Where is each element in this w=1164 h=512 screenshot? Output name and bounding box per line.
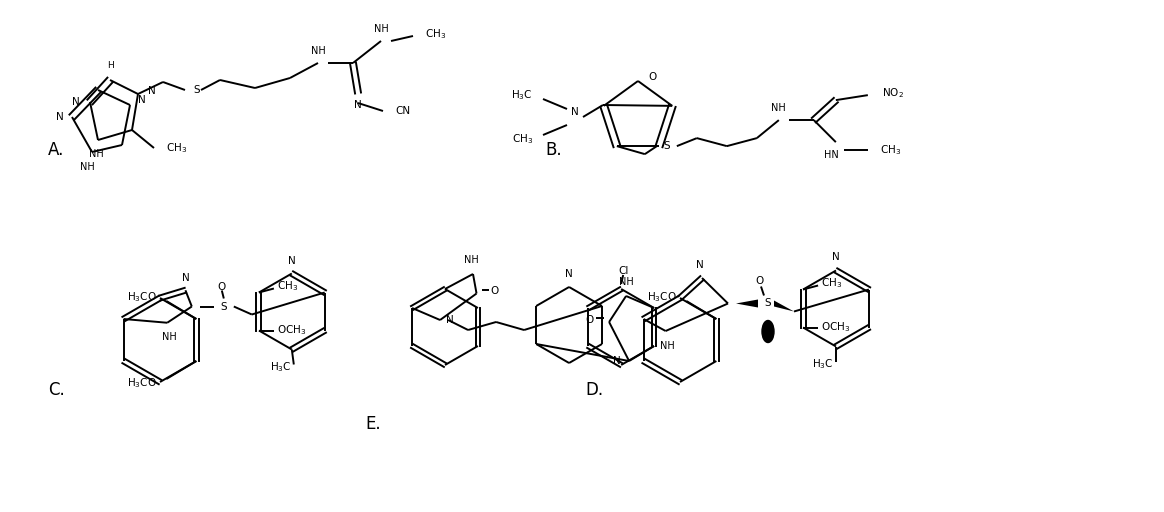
Text: NO$_2$: NO$_2$	[882, 86, 903, 100]
Text: N: N	[139, 95, 146, 105]
Text: NH: NH	[311, 46, 326, 56]
Text: N: N	[288, 255, 296, 266]
Text: O: O	[755, 276, 764, 287]
Text: CH$_3$: CH$_3$	[880, 143, 901, 157]
Text: NH: NH	[772, 103, 786, 113]
Text: OCH$_3$: OCH$_3$	[821, 321, 851, 334]
Text: N: N	[566, 269, 573, 279]
Text: S: S	[765, 298, 772, 309]
Text: E.: E.	[365, 415, 381, 433]
Ellipse shape	[762, 321, 774, 343]
Text: H$_3$C: H$_3$C	[270, 360, 292, 374]
Text: N: N	[832, 252, 840, 263]
Text: Cl: Cl	[618, 266, 629, 276]
Text: NH: NH	[162, 332, 177, 342]
Text: N: N	[613, 356, 622, 366]
Polygon shape	[736, 300, 758, 308]
Text: CH$_3$: CH$_3$	[277, 280, 298, 293]
Text: H: H	[107, 61, 113, 71]
Text: NH: NH	[79, 162, 94, 172]
Text: NH: NH	[463, 255, 478, 265]
Text: NH: NH	[88, 149, 104, 159]
Text: NH: NH	[374, 24, 389, 34]
Text: NH: NH	[660, 341, 675, 351]
Text: H$_3$C: H$_3$C	[812, 357, 833, 371]
Text: O: O	[218, 282, 226, 291]
Text: S: S	[193, 85, 199, 95]
Text: N: N	[572, 107, 579, 117]
Text: H$_3$CO: H$_3$CO	[127, 290, 156, 304]
Text: CH$_3$: CH$_3$	[425, 27, 446, 41]
Text: H$_3$CO: H$_3$CO	[127, 376, 156, 390]
Text: N: N	[56, 112, 64, 122]
Text: C.: C.	[48, 381, 65, 399]
Text: O: O	[490, 287, 499, 296]
Text: N: N	[446, 315, 454, 325]
Text: A.: A.	[48, 141, 64, 159]
Text: B.: B.	[545, 141, 561, 159]
Text: N: N	[182, 273, 190, 283]
Text: H$_3$CO: H$_3$CO	[647, 290, 676, 304]
Text: OCH$_3$: OCH$_3$	[277, 324, 306, 337]
Text: CN: CN	[395, 106, 410, 116]
Polygon shape	[774, 301, 794, 311]
Text: N: N	[72, 97, 80, 107]
Text: O: O	[585, 315, 594, 325]
Text: N: N	[148, 86, 156, 96]
Text: S: S	[220, 302, 227, 311]
Text: H$_3$C: H$_3$C	[511, 88, 533, 102]
Text: CH$_3$: CH$_3$	[821, 276, 843, 290]
Text: S: S	[663, 141, 670, 151]
Text: CH$_3$: CH$_3$	[166, 141, 187, 155]
Text: HN: HN	[824, 150, 839, 160]
Text: D.: D.	[585, 381, 603, 399]
Text: NH: NH	[619, 277, 633, 287]
Text: N: N	[696, 260, 704, 270]
Text: CH$_3$: CH$_3$	[512, 132, 533, 146]
Text: O: O	[648, 72, 656, 82]
Text: N: N	[354, 100, 362, 110]
